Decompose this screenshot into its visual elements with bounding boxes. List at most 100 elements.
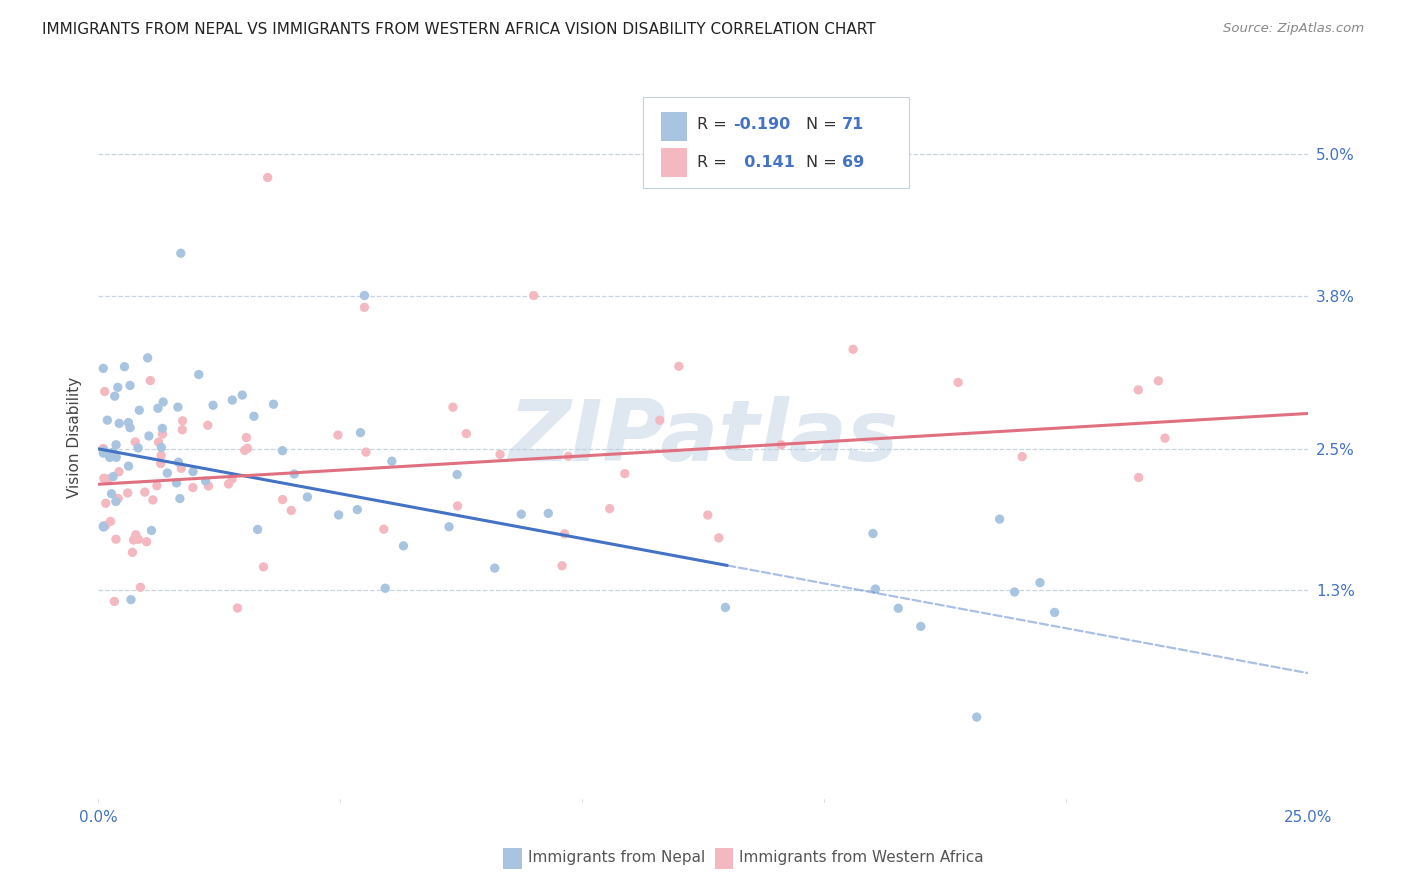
Point — [138, 429, 160, 443]
Point — [231, 388, 253, 402]
Point — [707, 531, 730, 545]
Point — [510, 507, 533, 521]
Point — [537, 507, 560, 521]
Point — [374, 581, 396, 595]
Point — [271, 443, 294, 458]
Point — [441, 400, 464, 414]
Point — [613, 467, 636, 481]
Point — [97, 472, 120, 486]
Point — [122, 533, 145, 547]
Point — [120, 592, 142, 607]
Point — [202, 398, 225, 412]
Point — [135, 534, 157, 549]
Point — [107, 380, 129, 394]
Point — [988, 512, 1011, 526]
Point — [283, 467, 305, 481]
Point — [105, 450, 128, 465]
Text: 71: 71 — [842, 117, 865, 132]
Text: N =: N = — [806, 117, 842, 132]
Point — [226, 601, 249, 615]
Point — [167, 400, 190, 414]
Point — [218, 477, 240, 491]
Point — [197, 479, 219, 493]
Point — [297, 490, 319, 504]
Point — [862, 526, 884, 541]
Point — [252, 560, 274, 574]
Point — [221, 472, 243, 486]
Point — [117, 486, 139, 500]
Point — [280, 503, 302, 517]
Point — [353, 301, 375, 315]
Point — [1154, 431, 1177, 445]
Point — [150, 449, 173, 463]
Point — [271, 492, 294, 507]
Text: Immigrants from Western Africa: Immigrants from Western Africa — [740, 850, 984, 865]
Point — [648, 413, 671, 427]
Text: 0.141: 0.141 — [734, 155, 796, 170]
FancyBboxPatch shape — [503, 848, 522, 869]
Point — [150, 441, 173, 455]
Point — [94, 518, 117, 533]
Point — [326, 428, 349, 442]
Point — [235, 431, 257, 445]
Point — [93, 443, 115, 458]
Point — [167, 455, 190, 469]
Point — [1004, 585, 1026, 599]
Point — [354, 445, 377, 459]
Point — [150, 421, 173, 435]
Point — [141, 524, 163, 538]
Point — [770, 438, 793, 452]
Point — [233, 443, 256, 458]
Point — [349, 425, 371, 440]
Point — [114, 359, 136, 374]
Text: N =: N = — [806, 155, 842, 170]
Point — [946, 376, 969, 390]
Point — [446, 467, 468, 482]
Point — [599, 501, 621, 516]
Point — [107, 491, 129, 506]
Text: R =: R = — [697, 117, 733, 132]
Point — [104, 532, 127, 546]
Text: IMMIGRANTS FROM NEPAL VS IMMIGRANTS FROM WESTERN AFRICA VISION DISABILITY CORREL: IMMIGRANTS FROM NEPAL VS IMMIGRANTS FROM… — [42, 22, 876, 37]
Point — [127, 533, 149, 547]
Point — [187, 368, 209, 382]
Point — [887, 601, 910, 615]
Point — [246, 523, 269, 537]
Point — [134, 485, 156, 500]
Point — [91, 361, 114, 376]
Point — [166, 475, 188, 490]
Point — [104, 494, 127, 508]
Point — [108, 465, 131, 479]
Point — [100, 487, 122, 501]
Point — [1128, 470, 1150, 484]
Point — [1011, 450, 1033, 464]
Point — [1043, 606, 1066, 620]
Point — [353, 288, 375, 302]
Text: -0.190: -0.190 — [734, 117, 790, 132]
Point — [346, 502, 368, 516]
Point — [328, 508, 350, 522]
Point — [381, 454, 404, 468]
Point — [103, 469, 125, 483]
Point — [108, 417, 131, 431]
Point — [128, 403, 150, 417]
Point — [94, 496, 117, 510]
Point — [484, 561, 506, 575]
Point — [373, 522, 395, 536]
Point — [865, 582, 887, 596]
Text: 69: 69 — [842, 155, 865, 170]
Point — [456, 426, 478, 441]
Point — [256, 170, 278, 185]
Point — [103, 594, 125, 608]
Point — [446, 499, 468, 513]
Point — [148, 435, 170, 450]
Text: ZIPatlas: ZIPatlas — [508, 395, 898, 479]
Point — [236, 442, 259, 456]
Point — [149, 457, 172, 471]
Point — [966, 710, 988, 724]
Point — [1147, 374, 1170, 388]
Point — [118, 420, 141, 434]
Point — [129, 580, 152, 594]
Point — [181, 481, 204, 495]
Point — [392, 539, 415, 553]
